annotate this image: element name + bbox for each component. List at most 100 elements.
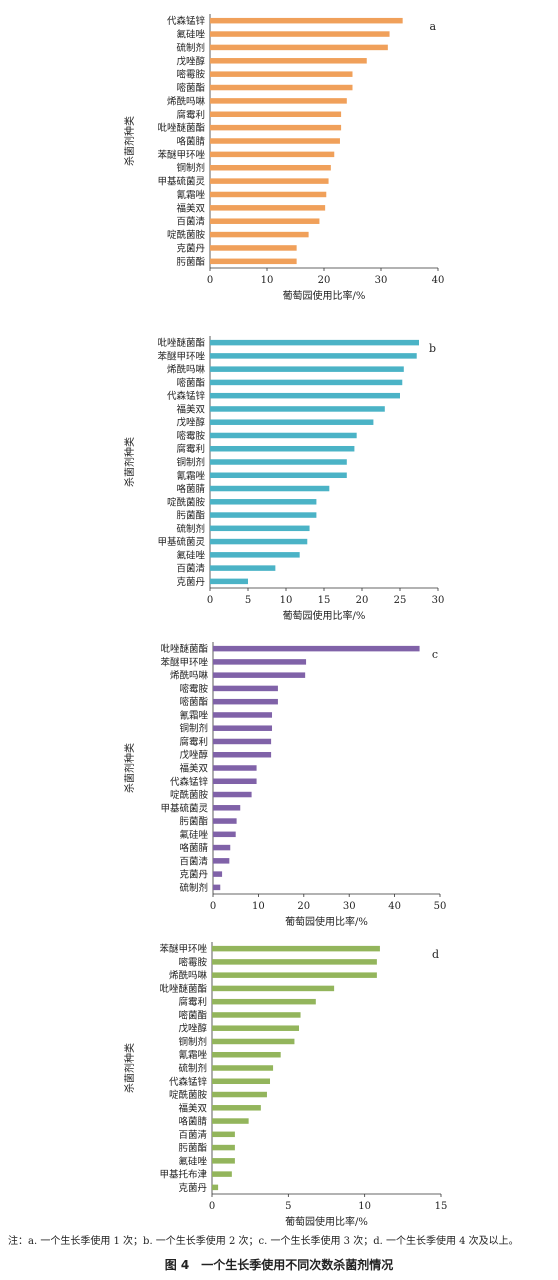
chart-a-bar [210,111,342,118]
chart-d-bar [212,972,377,978]
chart-c-category-label: 咯菌腈 [179,842,208,854]
chart-a-x-tick-label: 20 [318,275,331,286]
chart-d-bar [212,998,316,1005]
chart-d-bar [212,1158,235,1164]
chart-c-bar [213,871,223,877]
chart-c-category-label: 腐霉利 [179,736,208,748]
chart-a-panel-label: a [429,20,436,33]
chart-a-category-label: 代森锰锌 [167,15,206,27]
chart-c-category-label: 嘧菌酯 [179,696,208,708]
chart-b-category-label: 啶酰菌胺 [167,496,206,508]
chart-a-bar [210,17,403,24]
chart-d-bar [212,1131,235,1138]
chart-c-bar [213,884,221,891]
chart-b-bar [210,366,404,372]
chart-d-category-label: 氟硅唑 [178,1155,207,1167]
chart-c-x-tick-label: 0 [210,901,216,912]
chart-c-category-label: 戊唑醇 [179,749,208,761]
chart-c-bar [213,765,257,771]
chart-d-category-label: 铜制剂 [178,1036,207,1048]
chart-d-category-label: 苯醚甲环唑 [159,943,207,955]
chart-d-category-label: 克菌丹 [178,1182,207,1194]
chart-d-bar [212,945,380,952]
chart-c-category-label: 氰霜唑 [179,709,208,721]
chart-d-category-label: 肟菌酯 [178,1142,207,1154]
chart-c-bar [213,698,278,705]
chart-b-bar [210,512,317,518]
chart-d-category-label: 腐霉利 [178,996,207,1008]
chart-d-bar [212,1171,232,1177]
chart-a-bar [210,98,347,104]
chart-b-category-label: 氰霜唑 [176,470,205,482]
chart-b-bar [210,353,417,359]
chart-d-category-label: 咯菌腈 [178,1116,207,1128]
chart-b-category-label: 腐霉利 [176,443,205,455]
chart-c-category-label: 代森锰锌 [170,776,209,788]
chart-c-bar [213,791,252,798]
chart-b-x-tick-label: 25 [394,595,407,606]
chart-c-bar [213,712,273,718]
chart-a-bar [210,44,388,51]
chart-d-bar [212,1118,249,1124]
chart-a-bar [210,231,309,238]
chart-a-category-label: 铜制剂 [176,162,205,174]
chart-b-bar [210,419,374,425]
chart-c-bar [213,725,273,731]
chart-a-category-label: 肟菌酯 [176,256,205,268]
chart-b-category-label: 吡唑醚菌酯 [157,337,205,349]
chart-c-category-label: 吡唑醚菌酯 [160,643,208,655]
chart-c-bar [213,858,230,864]
chart-d-bar [212,1184,219,1191]
chart-d-bar [212,1065,274,1071]
chart-b-category-label: 硫制剂 [176,523,205,535]
chart-a-bar [210,58,367,64]
chart-d-category-label: 氰霜唑 [178,1049,207,1061]
chart-d-x-tick-label: 10 [358,1201,371,1212]
chart-b-panel-label: b [429,342,436,355]
chart-a-bar [210,191,327,198]
chart-a-category-label: 啶酰菌胺 [167,229,206,241]
chart-d-category-label: 戊唑醇 [178,1023,207,1035]
chart-d-x-tick-label: 0 [209,1201,215,1212]
figure-caption: 图 4 一个生长季使用不同次数杀菌剂情况 [164,1258,394,1272]
chart-c-category-label: 硫制剂 [179,882,208,894]
chart-a-x-tick-label: 30 [375,275,388,286]
chart-a-bar [210,84,353,91]
chart-c-category-label: 肟菌酯 [179,816,208,828]
chart-c-category-label: 克菌丹 [179,869,208,881]
chart-a-bar [210,31,390,37]
chart-a-bar [210,218,320,224]
chart-a-category-label: 甲基硫菌灵 [157,176,205,188]
chart-d-bar [212,1078,271,1085]
chart-d-bar [212,1105,261,1111]
chart-c-category-label: 福美双 [179,763,208,775]
chart-a-x-axis-title: 葡萄园使用比率/% [283,289,366,302]
chart-a-category-label: 福美双 [176,202,205,214]
chart-c-bar [213,778,257,785]
chart-b-x-tick-label: 20 [356,595,369,606]
chart-c-bar [213,844,231,851]
chart-a-category-label: 戊唑醇 [176,55,205,67]
chart-b-category-label: 嘧菌酯 [176,377,205,389]
chart-d-category-label: 烯酰吗啉 [169,970,208,982]
chart-c-category-label: 百菌清 [179,855,208,867]
chart-d-bar [212,1051,281,1058]
chart-d-bar [212,1038,295,1045]
chart-a-bar [210,124,342,131]
chart-b-x-tick-label: 0 [207,595,213,606]
chart-a-category-label: 咯菌腈 [176,136,205,148]
chart-b-x-tick-label: 30 [432,595,445,606]
chart-d-panel-label: d [432,948,439,961]
chart-c-bar [213,685,278,692]
chart-a-category-label: 氰霜唑 [176,189,205,201]
chart-a-category-label: 苯醚甲环唑 [157,149,205,161]
chart-c-category-label: 甲基硫菌灵 [160,802,208,814]
figure-note: 注：a. 一个生长季使用 1 次；b. 一个生长季使用 2 次；c. 一个生长季… [8,1236,519,1247]
chart-b-bar [210,472,347,479]
chart-a-category-label: 烯酰吗啉 [167,95,206,107]
chart-c-x-tick-label: 10 [252,901,265,912]
chart-b-category-label: 甲基硫菌灵 [157,536,205,548]
chart-c-x-tick-label: 40 [388,901,401,912]
chart-d-y-axis-title: 杀菌剂种类 [123,1043,136,1093]
chart-c-x-tick-label: 50 [434,901,447,912]
